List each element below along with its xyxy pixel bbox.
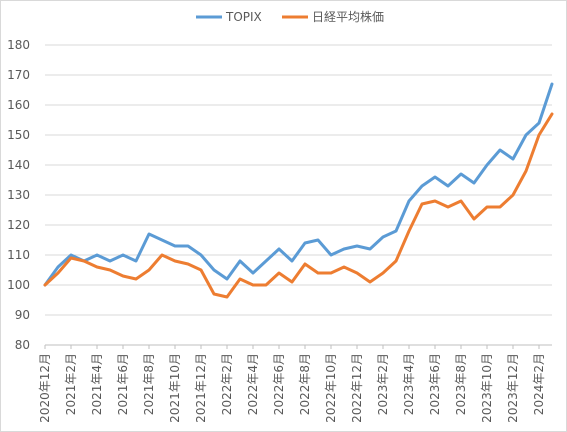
y-tick-label: 110 bbox=[7, 248, 30, 262]
series-lines bbox=[43, 82, 554, 299]
x-tick-label: 2021年8月 bbox=[142, 353, 156, 415]
y-tick-label: 100 bbox=[7, 278, 30, 292]
y-tick-label: 170 bbox=[7, 68, 30, 82]
series-line-1 bbox=[43, 112, 554, 299]
x-tick-label: 2020年12月 bbox=[38, 353, 52, 423]
x-tick-label: 2022年10月 bbox=[324, 353, 338, 423]
legend-nikkei-label: 日経平均株価 bbox=[312, 9, 384, 24]
x-tick-label: 2023年10月 bbox=[480, 353, 494, 423]
x-tick-label: 2022年8月 bbox=[298, 353, 312, 415]
legend: TOPIX 日経平均株価 bbox=[196, 9, 384, 24]
x-tick-label: 2021年4月 bbox=[90, 353, 104, 415]
x-tick-label: 2021年12月 bbox=[194, 353, 208, 423]
x-tick-label: 2023年4月 bbox=[402, 353, 416, 415]
x-tick-label: 2022年2月 bbox=[220, 353, 234, 415]
y-tick-label: 160 bbox=[7, 98, 30, 112]
x-tick-label: 2023年12月 bbox=[506, 353, 520, 423]
legend-topix-label: TOPIX bbox=[225, 10, 262, 24]
x-tick-label: 2021年6月 bbox=[116, 353, 130, 415]
series-line-0 bbox=[43, 82, 554, 287]
x-tick-label: 2023年6月 bbox=[428, 353, 442, 415]
y-tick-label: 80 bbox=[15, 338, 30, 352]
gridlines bbox=[45, 44, 552, 316]
x-tick-label: 2022年12月 bbox=[350, 353, 364, 423]
x-tick-label: 2023年2月 bbox=[376, 353, 390, 415]
x-axis-ticks: 2020年12月 2021年2月 2021年4月 2021年6月 2021年8月 2021… bbox=[38, 345, 546, 423]
x-tick-label: 2021年2月 bbox=[64, 353, 78, 415]
y-tick-label: 130 bbox=[7, 188, 30, 202]
y-tick-label: 140 bbox=[7, 158, 30, 172]
x-tick-label: 2022年4月 bbox=[246, 353, 260, 415]
x-tick-label: 2023年8月 bbox=[454, 353, 468, 415]
y-axis-ticks: 80 90 100 110 120 130 140 150 160 170 180 bbox=[7, 38, 30, 352]
y-tick-label: 150 bbox=[7, 128, 30, 142]
y-tick-label: 90 bbox=[15, 308, 30, 322]
y-tick-label: 180 bbox=[7, 38, 30, 52]
x-tick-label: 2024年2月 bbox=[532, 353, 546, 415]
x-tick-label: 2021年10月 bbox=[168, 353, 182, 423]
x-tick-label: 2022年6月 bbox=[272, 353, 286, 415]
y-tick-label: 120 bbox=[7, 218, 30, 232]
